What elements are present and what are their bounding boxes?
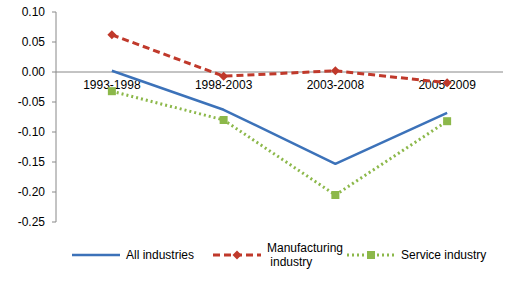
- tick-mark: [52, 162, 56, 163]
- legend-label-line: industry: [267, 255, 312, 269]
- y-axis: [56, 12, 57, 222]
- category-label: 2003-2008: [307, 78, 365, 92]
- tick-label: -0.20: [18, 185, 46, 199]
- marker: [331, 66, 340, 75]
- legend-item: All industries: [72, 248, 194, 262]
- tick-label: -0.10: [18, 125, 46, 139]
- series-line: [112, 35, 447, 83]
- tick-label: -0.05: [18, 95, 46, 109]
- legend-label: Manufacturing industry: [267, 241, 343, 269]
- plot-data: [107, 30, 451, 199]
- tick-label: -0.25: [18, 215, 46, 229]
- tick-mark: [52, 42, 56, 43]
- tick-mark: [52, 12, 56, 13]
- legend-marker: [233, 251, 242, 260]
- legend-item: Manufacturing industry: [213, 241, 343, 269]
- marker: [331, 191, 339, 199]
- tick-label: 0.00: [22, 65, 46, 79]
- tick-mark: [52, 102, 56, 103]
- legend-label: Service industry: [401, 248, 486, 262]
- legend-label: All industries: [126, 248, 194, 262]
- marker: [443, 78, 452, 87]
- marker: [220, 116, 228, 124]
- x-axis: [56, 72, 503, 73]
- legend-key: [72, 254, 120, 257]
- marker: [443, 117, 451, 125]
- series-line: [112, 91, 447, 195]
- marker: [107, 30, 116, 39]
- marker: [108, 87, 116, 95]
- chart: 0.100.050.00-0.05-0.10-0.15-0.20-0.25199…: [0, 0, 515, 286]
- series-line: [112, 71, 447, 164]
- tick-label: 0.05: [22, 35, 46, 49]
- legend-item: Service industry: [347, 248, 486, 262]
- legend-marker: [367, 251, 375, 259]
- tick-label: 0.10: [22, 5, 46, 19]
- tick-mark: [52, 72, 56, 73]
- tick-mark: [52, 132, 56, 133]
- tick-mark: [52, 192, 56, 193]
- tick-mark: [52, 222, 56, 223]
- tick-label: -0.15: [18, 155, 46, 169]
- legend-label-line: Manufacturing: [267, 241, 343, 255]
- marker: [219, 72, 228, 81]
